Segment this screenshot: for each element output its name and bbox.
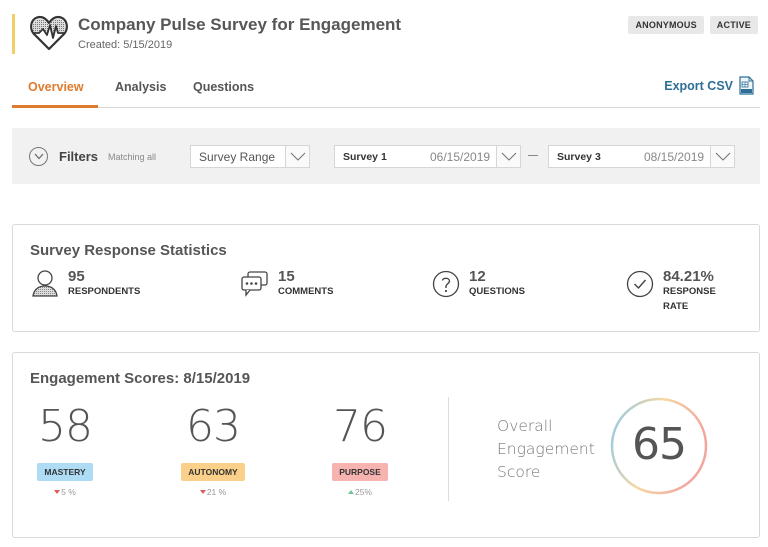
response-statistics-card: Survey Response Statistics 95 RESPONDENT… [12, 224, 760, 332]
response-rate-value: 84.21% [663, 268, 714, 285]
purpose-pill: PURPOSE [332, 463, 388, 481]
filters-bar: Filters Matching all Survey Range Survey… [12, 128, 760, 184]
comments-count: 15 [278, 268, 295, 285]
purpose-change: 25% [320, 487, 400, 497]
overall-score-value: 65 [632, 419, 687, 470]
response-rate-stat: 84.21% RESPONSE RATE [625, 269, 716, 314]
engagement-scores-card: Engagement Scores: 8/15/2019 58 MASTERY … [12, 352, 760, 538]
mastery-pill: MASTERY [37, 463, 93, 481]
tab-questions[interactable]: Questions [193, 80, 255, 94]
start-survey-dropdown-button[interactable] [496, 146, 520, 167]
heart-pulse-icon [30, 15, 68, 51]
purpose-score: 76 PURPOSE 25% [320, 403, 400, 497]
questions-caption: QUESTIONS [469, 286, 525, 297]
purpose-value: 76 [333, 401, 388, 452]
trend-down-icon [54, 490, 61, 494]
anonymous-badge: ANONYMOUS [628, 16, 704, 34]
chevron-down-icon [715, 152, 731, 161]
tab-overview[interactable]: Overview [28, 80, 84, 94]
filters-label: Filters [59, 149, 99, 164]
overall-score-label: Overall Engagement Score [497, 417, 595, 481]
mastery-score: 58 MASTERY 5 % [25, 403, 105, 497]
respondents-count: 95 [68, 268, 85, 285]
tab-analysis[interactable]: Analysis [115, 80, 167, 94]
engagement-title: Engagement Scores: 8/15/2019 [30, 370, 251, 387]
comments-caption: COMMENTS [278, 286, 334, 297]
respondents-caption: RESPONDENTS [68, 286, 141, 297]
chevron-down-icon [290, 152, 306, 161]
filters-match-mode: Matching all [108, 152, 157, 162]
export-csv-label: Export CSV [664, 78, 733, 93]
chat-bubbles-icon [241, 271, 268, 297]
overall-score-ring [610, 397, 708, 495]
autonomy-score: 63 AUTONOMY 21 % [173, 403, 253, 497]
start-survey-name: Survey 1 [343, 151, 387, 163]
autonomy-change: 21 % [173, 487, 253, 497]
page-title: Company Pulse Survey for Engagement [78, 15, 402, 34]
questions-stat: 12 QUESTIONS [431, 269, 525, 299]
mastery-value: 58 [38, 401, 93, 452]
questions-count: 12 [469, 268, 486, 285]
status-badge: ACTIVE [709, 16, 758, 34]
start-survey-date: 06/15/2019 [430, 150, 491, 164]
export-csv-button[interactable]: Export CSV [664, 76, 754, 95]
created-date: Created: 5/15/2019 [78, 39, 173, 51]
response-rate-caption: RESPONSE [663, 286, 716, 297]
comments-stat: 15 COMMENTS [240, 269, 333, 299]
csv-file-icon [739, 76, 754, 95]
range-separator [528, 155, 538, 156]
start-survey-select[interactable]: Survey 1 06/15/2019 [334, 145, 521, 168]
check-circle-icon [626, 270, 654, 298]
survey-header: Company Pulse Survey for Engagement Crea… [12, 12, 762, 54]
statistics-title: Survey Response Statistics [30, 242, 227, 259]
active-tab-indicator [12, 105, 98, 108]
chevron-down-icon [34, 153, 44, 160]
end-survey-dropdown-button[interactable] [710, 146, 734, 167]
trend-down-icon [199, 490, 206, 494]
end-survey-date: 08/15/2019 [644, 150, 705, 164]
autonomy-value: 63 [186, 401, 241, 452]
trend-up-icon [347, 490, 354, 494]
mastery-change: 5 % [25, 487, 105, 497]
filters-toggle-button[interactable] [29, 147, 48, 166]
response-rate-caption-2: RATE [663, 301, 689, 312]
survey-range-select[interactable]: Survey Range [190, 145, 310, 168]
person-icon [32, 270, 58, 297]
question-circle-icon [432, 270, 460, 298]
header-accent-bar [12, 14, 15, 54]
end-survey-name: Survey 3 [557, 151, 601, 163]
tab-bar: Overview Analysis Questions Export CSV [12, 72, 760, 108]
autonomy-pill: AUTONOMY [181, 463, 245, 481]
chevron-down-icon [501, 152, 517, 161]
survey-range-dropdown-button[interactable] [285, 146, 309, 167]
section-divider [448, 397, 449, 501]
respondents-stat: 95 RESPONDENTS [30, 269, 140, 299]
end-survey-select[interactable]: Survey 3 08/15/2019 [548, 145, 735, 168]
survey-range-value: Survey Range [199, 150, 276, 164]
